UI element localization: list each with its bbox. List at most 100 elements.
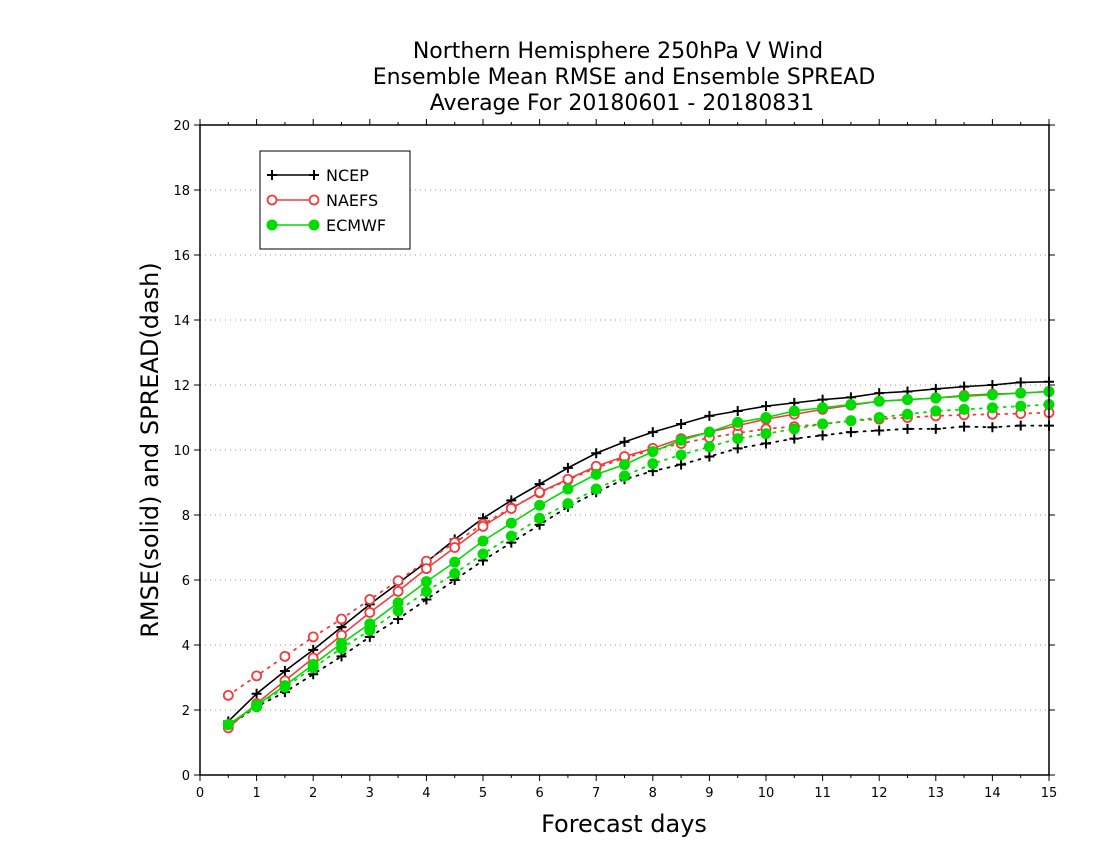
spread-point (251, 670, 263, 682)
spread-point (505, 530, 517, 542)
spread-point (1015, 420, 1026, 431)
rmse-point (675, 434, 687, 446)
rmse-point (420, 563, 432, 575)
rmse-point (704, 410, 715, 421)
legend-label: NCEP (326, 166, 369, 185)
rmse-point (732, 416, 744, 428)
rmse-point (364, 607, 376, 618)
y-tick-label: 10 (173, 444, 190, 459)
series-naefs (222, 386, 1055, 734)
y-tick-label: 6 (182, 574, 190, 589)
y-axis-ticks: 0 2 4 6 8 10 12 14 16 18 20 (173, 119, 1055, 784)
spread-point (449, 568, 461, 579)
spread-point (845, 415, 857, 427)
x-tick-label: 11 (814, 786, 831, 801)
rmse-point (222, 719, 234, 731)
y-tick-label: 16 (173, 249, 190, 264)
x-tick-label: 5 (479, 786, 487, 801)
spread-point (420, 585, 432, 597)
legend-marker (308, 219, 320, 231)
y-tick-label: 14 (173, 314, 190, 329)
spread-point (732, 443, 743, 454)
x-tick-label: 14 (984, 786, 1001, 801)
x-axis-ticks: 0 1 2 3 4 5 6 7 8 9 10 11 12 13 14 15 (196, 119, 1057, 801)
y-tick-label: 0 (182, 769, 190, 784)
rmse-point (760, 412, 772, 423)
x-tick-label: 3 (366, 786, 374, 801)
x-tick-label: 6 (535, 786, 543, 801)
x-tick-label: 4 (422, 786, 430, 801)
rmse-line-ncep (227, 380, 1050, 722)
rmse-point (392, 585, 404, 597)
rmse-point (562, 473, 574, 485)
rmse-point (930, 392, 942, 404)
x-tick-label: 1 (252, 786, 260, 801)
spread-point (788, 423, 800, 435)
spread-point (930, 423, 941, 434)
rmse-point (703, 426, 715, 438)
rmse-point (732, 406, 743, 416)
rmse-point (591, 448, 602, 459)
rmse-point (619, 459, 630, 471)
spread-point (930, 405, 942, 417)
rmse-point (505, 503, 517, 514)
y-tick-label: 2 (182, 704, 190, 719)
legend-marker (308, 194, 320, 206)
y-tick-label: 18 (173, 184, 190, 199)
rmse-point (364, 618, 376, 630)
subtitle-line: Ensemble Mean RMSE and Ensemble SPREAD (373, 65, 876, 90)
legend-marker (266, 219, 278, 231)
spread-point (817, 430, 828, 441)
legend-marker (266, 194, 278, 206)
rmse-point (420, 576, 432, 588)
rmse-point (1015, 377, 1026, 388)
spread-point (534, 512, 546, 524)
spread-point (364, 594, 376, 605)
rmse-point (477, 520, 489, 532)
legend-marker (267, 170, 277, 180)
rmse-point (788, 405, 800, 417)
rmse-point (449, 542, 461, 553)
rmse-point (958, 390, 970, 402)
rmse-point (647, 427, 658, 438)
rmse-line-ecmwf (227, 390, 1050, 726)
spread-point (902, 408, 913, 420)
spread-point (703, 441, 715, 453)
spread-point (392, 575, 404, 587)
spread-point (789, 433, 800, 444)
rmse-point (647, 446, 659, 458)
spread-point (845, 427, 856, 438)
series-ncep (223, 376, 1054, 732)
legend-marker (309, 170, 319, 180)
x-tick-label: 0 (196, 786, 204, 801)
x-axis-label: Forecast days (541, 810, 707, 838)
x-tick-label: 7 (592, 786, 600, 801)
spread-point (676, 459, 687, 470)
rmse-point (449, 556, 461, 568)
rmse-line-naefs (227, 390, 1050, 729)
y-tick-label: 8 (182, 509, 190, 524)
rmse-point (619, 436, 630, 447)
rmse-point (987, 380, 998, 390)
spread-point (959, 421, 970, 432)
spread-point (732, 433, 744, 445)
y-tick-label: 20 (173, 119, 190, 134)
y-axis-label: RMSE(solid) and SPREAD(dash) (136, 262, 164, 638)
x-tick-label: 2 (309, 786, 317, 801)
spread-point (704, 451, 715, 462)
rmse-point (477, 535, 489, 547)
spread-point (761, 438, 771, 449)
rmse-point (505, 517, 517, 529)
legend-entry-ecmwf: ECMWF (266, 216, 386, 235)
rmse-point (986, 389, 998, 401)
spread-point (647, 458, 659, 470)
rmse-point (392, 597, 404, 609)
legend-entry-ncep: NCEP (267, 166, 369, 185)
rmse-point (873, 395, 885, 407)
spread-point (675, 449, 687, 461)
y-tick-label: 12 (173, 379, 190, 394)
y-tick-label: 4 (182, 639, 190, 654)
x-tick-label: 10 (758, 786, 775, 801)
gridlines (200, 189, 1049, 711)
spread-point (817, 418, 829, 430)
